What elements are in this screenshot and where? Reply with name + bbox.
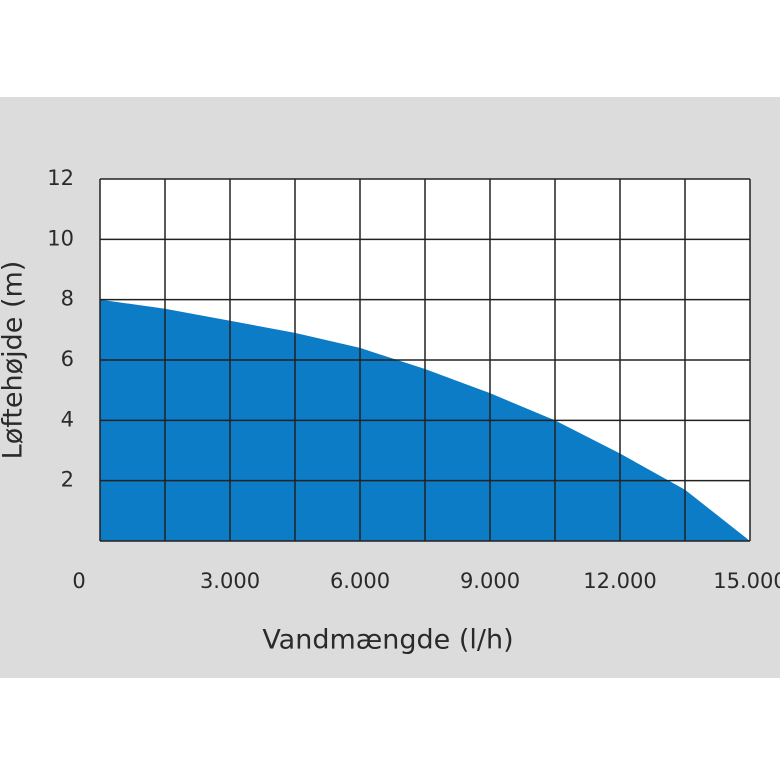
x-tick-label: 3.000 bbox=[200, 569, 260, 593]
y-axis-label: Løftehøjde (m) bbox=[0, 261, 29, 460]
y-tick-label: 8 bbox=[61, 287, 74, 311]
x-tick-label: 15.000 bbox=[713, 569, 780, 593]
x-tick-label: 12.000 bbox=[583, 569, 656, 593]
y-tick-label: 4 bbox=[61, 407, 74, 431]
y-tick-label: 6 bbox=[61, 347, 74, 371]
x-tick-label: 0 bbox=[72, 569, 85, 593]
x-tick-label: 9.000 bbox=[460, 569, 520, 593]
y-tick-label: 10 bbox=[47, 226, 74, 250]
y-tick-label: 12 bbox=[47, 166, 74, 190]
x-axis-label: Vandmængde (l/h) bbox=[262, 625, 513, 656]
x-tick-label: 6.000 bbox=[330, 569, 390, 593]
y-tick-label: 2 bbox=[61, 468, 74, 492]
